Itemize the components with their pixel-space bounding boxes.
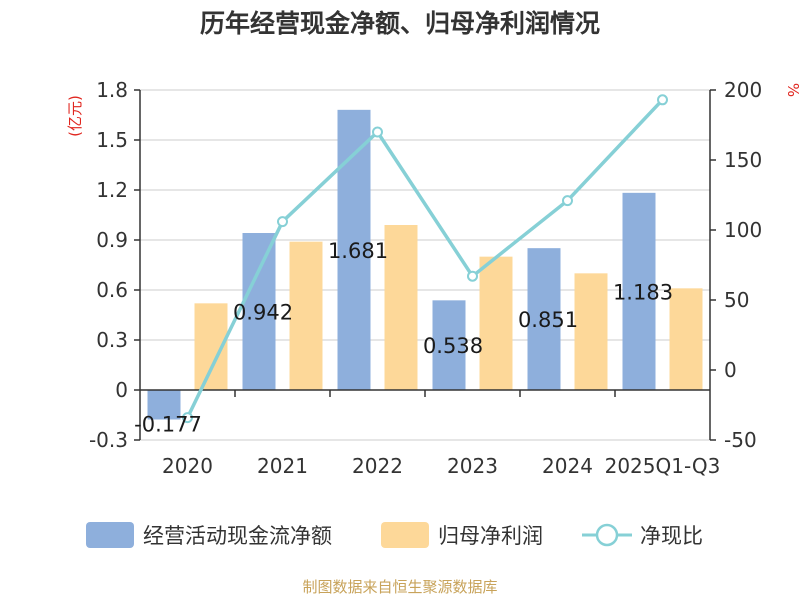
right-tick-label: -50 — [724, 428, 757, 452]
cashflow-bar — [432, 300, 466, 390]
axes — [139, 90, 711, 440]
category-label: 2022 — [352, 454, 403, 478]
right-tick-label: 50 — [724, 288, 749, 312]
ratio-point — [562, 195, 573, 207]
legend-marker-ratio — [595, 523, 619, 547]
ratio-point — [467, 270, 478, 282]
legend-label-netprofit: 归母净利润 — [438, 524, 543, 548]
right-tick-label: 200 — [724, 78, 762, 102]
left-tick-label: 1.8 — [96, 78, 128, 102]
data-labels: -0.177 0.942 1.681 0.538 0.851 1.183 — [134, 239, 673, 437]
left-tick-label: 1.2 — [96, 178, 128, 202]
cashflow-data-label: 1.681 — [328, 239, 388, 263]
category-label: 2021 — [257, 454, 308, 478]
netprofit-bar — [479, 256, 513, 390]
ratio-line-path — [185, 98, 664, 419]
cashflow-data-label: 1.183 — [613, 280, 673, 304]
category-label: 2020 — [162, 454, 213, 478]
ratio-line — [182, 94, 668, 424]
left-axis-ticks: 1.8 1.5 1.2 0.9 0.6 0.3 0 -0.3 — [89, 78, 140, 452]
cashflow-bar — [147, 390, 181, 420]
left-tick-label: 0.9 — [96, 228, 128, 252]
right-tick-label: 0 — [724, 358, 737, 382]
left-tick-label: 0 — [115, 378, 128, 402]
legend-swatch-cashflow — [86, 522, 134, 548]
cashflow-bar — [622, 192, 656, 390]
right-axis-unit: % — [784, 83, 800, 97]
cashflow-bar — [242, 233, 276, 390]
netprofit-bar — [384, 225, 418, 390]
category-label: 2023 — [447, 454, 498, 478]
left-tick-label: -0.3 — [89, 428, 128, 452]
chart-title: 历年经营现金净额、归母净利润情况 — [200, 9, 600, 38]
ratio-point — [372, 126, 383, 138]
cashflow-data-label: 0.942 — [233, 301, 293, 325]
ratio-point — [657, 94, 668, 106]
left-tick-label: 1.5 — [96, 128, 128, 152]
legend: 经营活动现金流净额 归母净利润 净现比 — [86, 522, 703, 548]
ratio-point — [182, 412, 193, 424]
legend-label-cashflow: 经营活动现金流净额 — [143, 524, 332, 548]
left-axis-unit: (亿元) — [66, 95, 84, 137]
source-note: 制图数据来自恒生聚源数据库 — [302, 578, 497, 596]
right-axis-ticks: 200 150 100 50 0 -50 — [710, 78, 762, 452]
legend-label-ratio: 净现比 — [640, 524, 703, 548]
left-tick-label: 0.6 — [96, 278, 128, 302]
left-tick-label: 0.3 — [96, 328, 128, 352]
category-labels: 2020 2021 2022 2023 2024 2025Q1-Q3 — [162, 454, 720, 478]
cashflow-data-label: 0.851 — [518, 308, 578, 332]
netprofit-bar — [669, 288, 703, 390]
right-tick-label: 100 — [724, 218, 762, 242]
ratio-point — [277, 216, 288, 228]
category-label: 2025Q1-Q3 — [605, 454, 721, 478]
netprofit-bar — [289, 241, 323, 390]
cashflow-bar — [527, 248, 561, 390]
legend-swatch-netprofit — [381, 522, 429, 548]
cashflow-data-label: -0.177 — [134, 413, 202, 437]
netprofit-bar — [574, 273, 608, 390]
category-label: 2024 — [542, 454, 593, 478]
bars — [147, 109, 703, 420]
cashflow-data-label: 0.538 — [423, 334, 483, 358]
right-tick-label: 150 — [724, 148, 762, 172]
